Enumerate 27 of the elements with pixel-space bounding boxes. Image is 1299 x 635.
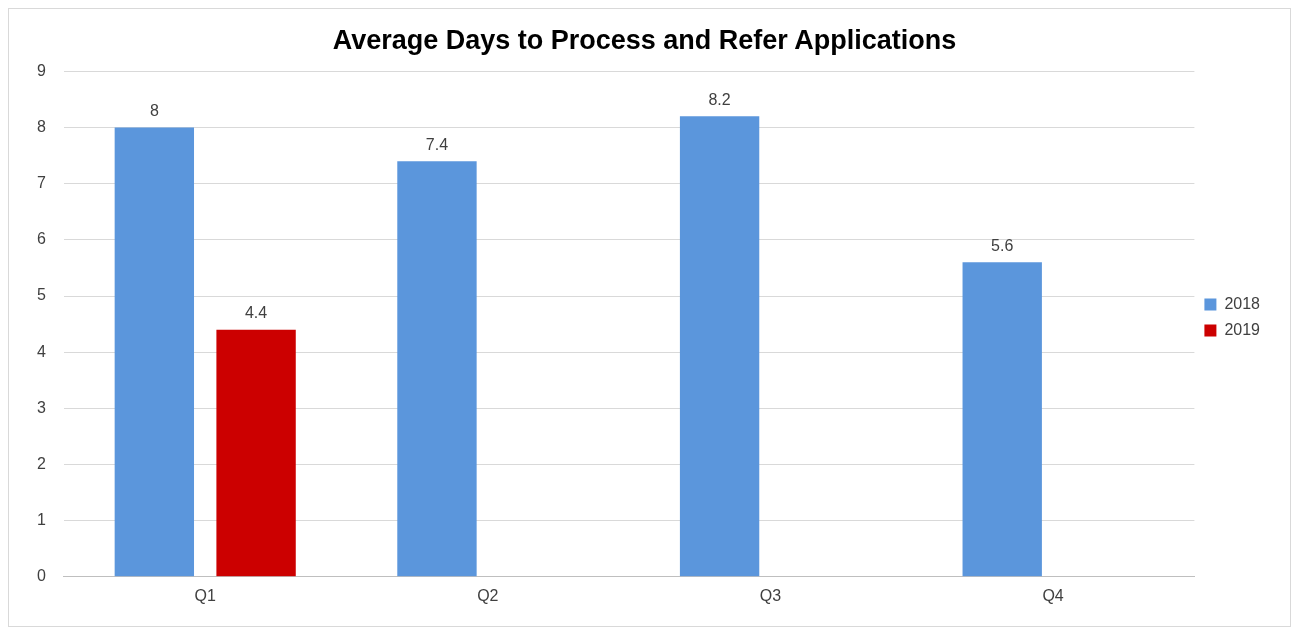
legend-label: 2019 bbox=[1224, 320, 1261, 338]
bar bbox=[397, 161, 477, 577]
y-tick-label: 0 bbox=[36, 567, 46, 585]
bar bbox=[679, 116, 760, 577]
data-label: 7.4 bbox=[425, 135, 449, 153]
x-tick-label: Q3 bbox=[759, 586, 782, 604]
y-tick-label: 6 bbox=[36, 230, 46, 248]
x-tick-label: Q1 bbox=[194, 586, 216, 604]
x-tick-label: Q4 bbox=[1042, 586, 1064, 604]
bar bbox=[216, 329, 296, 577]
y-tick-label: 9 bbox=[36, 61, 46, 79]
y-tick-label: 5 bbox=[36, 286, 46, 304]
data-label: 8.2 bbox=[708, 90, 731, 108]
y-tick-label: 2 bbox=[36, 454, 46, 472]
y-tick-label: 7 bbox=[36, 174, 46, 192]
y-tick-label: 1 bbox=[36, 511, 46, 529]
y-tick-label: 8 bbox=[36, 117, 46, 135]
bar bbox=[114, 127, 195, 577]
y-tick-label: 3 bbox=[36, 398, 46, 416]
bar bbox=[962, 262, 1042, 577]
data-label: 4.4 bbox=[244, 304, 268, 322]
data-label: 5.6 bbox=[991, 236, 1014, 254]
x-tick-label: Q2 bbox=[477, 586, 499, 604]
y-tick-label: 4 bbox=[36, 342, 46, 360]
chart-title: Average Days to Process and Refer Applications bbox=[332, 24, 957, 55]
legend-label: 2018 bbox=[1224, 294, 1261, 312]
data-label: 8 bbox=[149, 101, 159, 119]
